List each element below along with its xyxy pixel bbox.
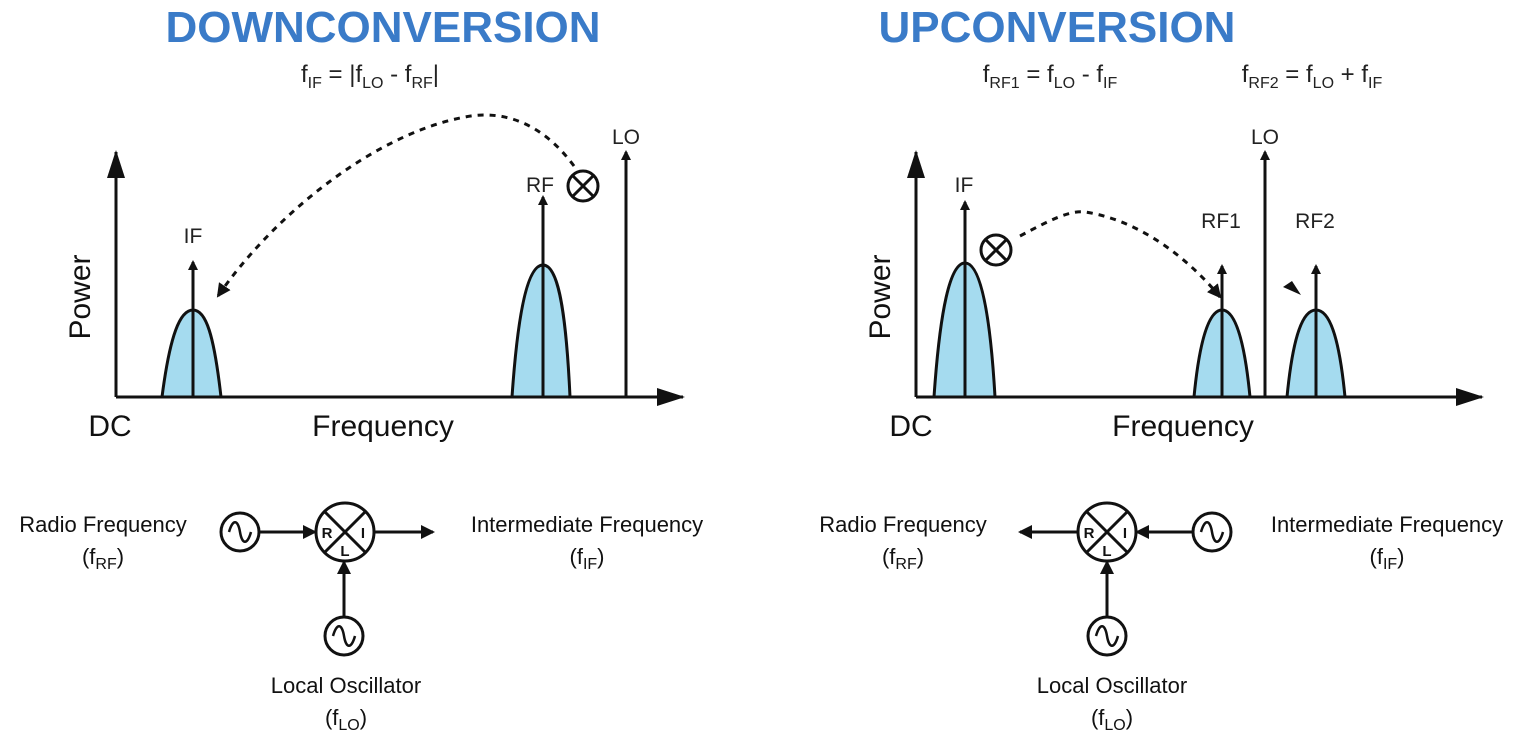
power-axis-label: Power bbox=[864, 254, 897, 339]
rf-label: RF bbox=[526, 174, 554, 197]
conversion-dashed-arrow bbox=[216, 113, 576, 298]
lo-label-text: Local Oscillator bbox=[1037, 673, 1187, 698]
if-label: IF bbox=[955, 174, 974, 197]
downconversion-title: DOWNCONVERSION bbox=[165, 3, 600, 52]
upconversion-formula-rf2: fRF2 = fLO + fIF bbox=[1242, 61, 1383, 92]
lo-source-icon bbox=[323, 615, 365, 657]
downconversion-panel: DOWNCONVERSION fIF = |fLO - fRF| Power D… bbox=[19, 3, 703, 734]
rf-output-symbol: (fRF) bbox=[882, 544, 924, 573]
rf-source-icon bbox=[219, 511, 261, 553]
lo-symbol: (fLO) bbox=[1091, 705, 1133, 734]
upconversion-panel: UPCONVERSION fRF1 = fLO - fIF fRF2 = fLO… bbox=[819, 3, 1503, 734]
mixer-symbol-icon bbox=[979, 233, 1013, 267]
lo-label: LO bbox=[612, 126, 640, 149]
if-output-symbol: (fIF) bbox=[570, 544, 605, 573]
mixer-icon: R I L bbox=[1076, 501, 1138, 563]
rf-input-label: Radio Frequency bbox=[19, 512, 187, 537]
if-label: IF bbox=[184, 225, 203, 248]
rf1-label: RF1 bbox=[1201, 210, 1241, 233]
if-output-label: Intermediate Frequency bbox=[471, 512, 703, 537]
rf-input-symbol: (fRF) bbox=[82, 544, 124, 573]
frequency-axis-label: Frequency bbox=[1112, 410, 1254, 443]
dc-label: DC bbox=[889, 410, 932, 443]
if-input-label: Intermediate Frequency bbox=[1271, 512, 1503, 537]
upconversion-formula-rf1: fRF1 = fLO - fIF bbox=[983, 61, 1118, 92]
power-axis-label: Power bbox=[64, 254, 97, 339]
svg-text:R: R bbox=[322, 525, 333, 542]
if-input-symbol: (fIF) bbox=[1370, 544, 1405, 573]
svg-text:I: I bbox=[1123, 525, 1127, 542]
upconversion-title: UPCONVERSION bbox=[879, 3, 1236, 52]
rf-spectrum bbox=[510, 263, 572, 399]
lo-symbol: (fLO) bbox=[325, 705, 367, 734]
rf2-label: RF2 bbox=[1295, 210, 1335, 233]
mixer-icon: R I L bbox=[314, 501, 376, 563]
lo-source-icon bbox=[1086, 615, 1128, 657]
frequency-axis-label: Frequency bbox=[312, 410, 454, 443]
if-source-icon bbox=[1191, 511, 1233, 553]
svg-text:I: I bbox=[361, 525, 365, 542]
rf2-arrowhead-icon bbox=[1283, 281, 1301, 295]
dc-label: DC bbox=[88, 410, 131, 443]
svg-text:L: L bbox=[340, 543, 349, 560]
svg-text:L: L bbox=[1102, 543, 1111, 560]
rf-output-label: Radio Frequency bbox=[819, 512, 987, 537]
lo-label-text: Local Oscillator bbox=[271, 673, 421, 698]
downconversion-formula: fIF = |fLO - fRF| bbox=[301, 61, 439, 92]
mixer-symbol-icon bbox=[566, 169, 600, 203]
svg-text:R: R bbox=[1084, 525, 1095, 542]
lo-label: LO bbox=[1251, 126, 1279, 149]
conversion-dashed-arrow bbox=[1019, 210, 1222, 299]
